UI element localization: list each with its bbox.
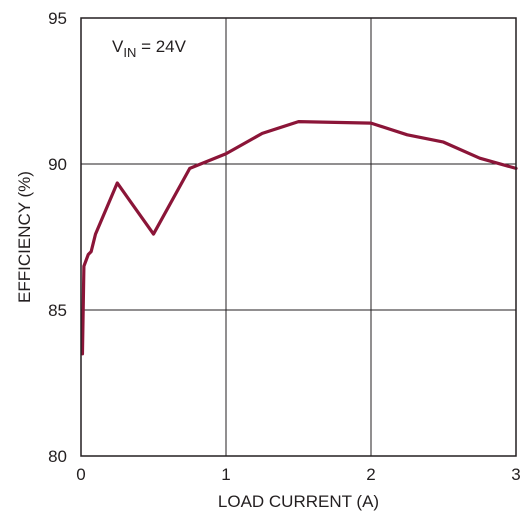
series-layer [80,120,518,356]
annotation-subscript: IN [123,45,136,60]
annotation-rest: = 24V [136,37,186,56]
vin-annotation: VIN = 24V [112,37,187,60]
x-tick-label-2: 2 [366,465,375,484]
x-axis-label: LOAD CURRENT (A) [218,492,379,511]
x-tick-label-1: 1 [221,465,230,484]
y-tick-label-0: 80 [48,447,67,466]
y-tick-labels: 80 85 90 95 [48,9,67,466]
y-axis-label: EFFICIENCY (%) [15,171,34,303]
x-tick-label-0: 0 [76,465,85,484]
y-tick-label-3: 95 [48,9,67,28]
efficiency-series-line-0 [80,120,518,356]
x-tick-label-3: 3 [511,465,520,484]
grid-lines [81,18,516,456]
y-tick-label-2: 90 [48,155,67,174]
annotation-main: V [112,37,124,56]
plot-frame [80,17,517,457]
y-tick-label-1: 85 [48,301,67,320]
x-tick-labels: 0 1 2 3 [76,465,520,484]
